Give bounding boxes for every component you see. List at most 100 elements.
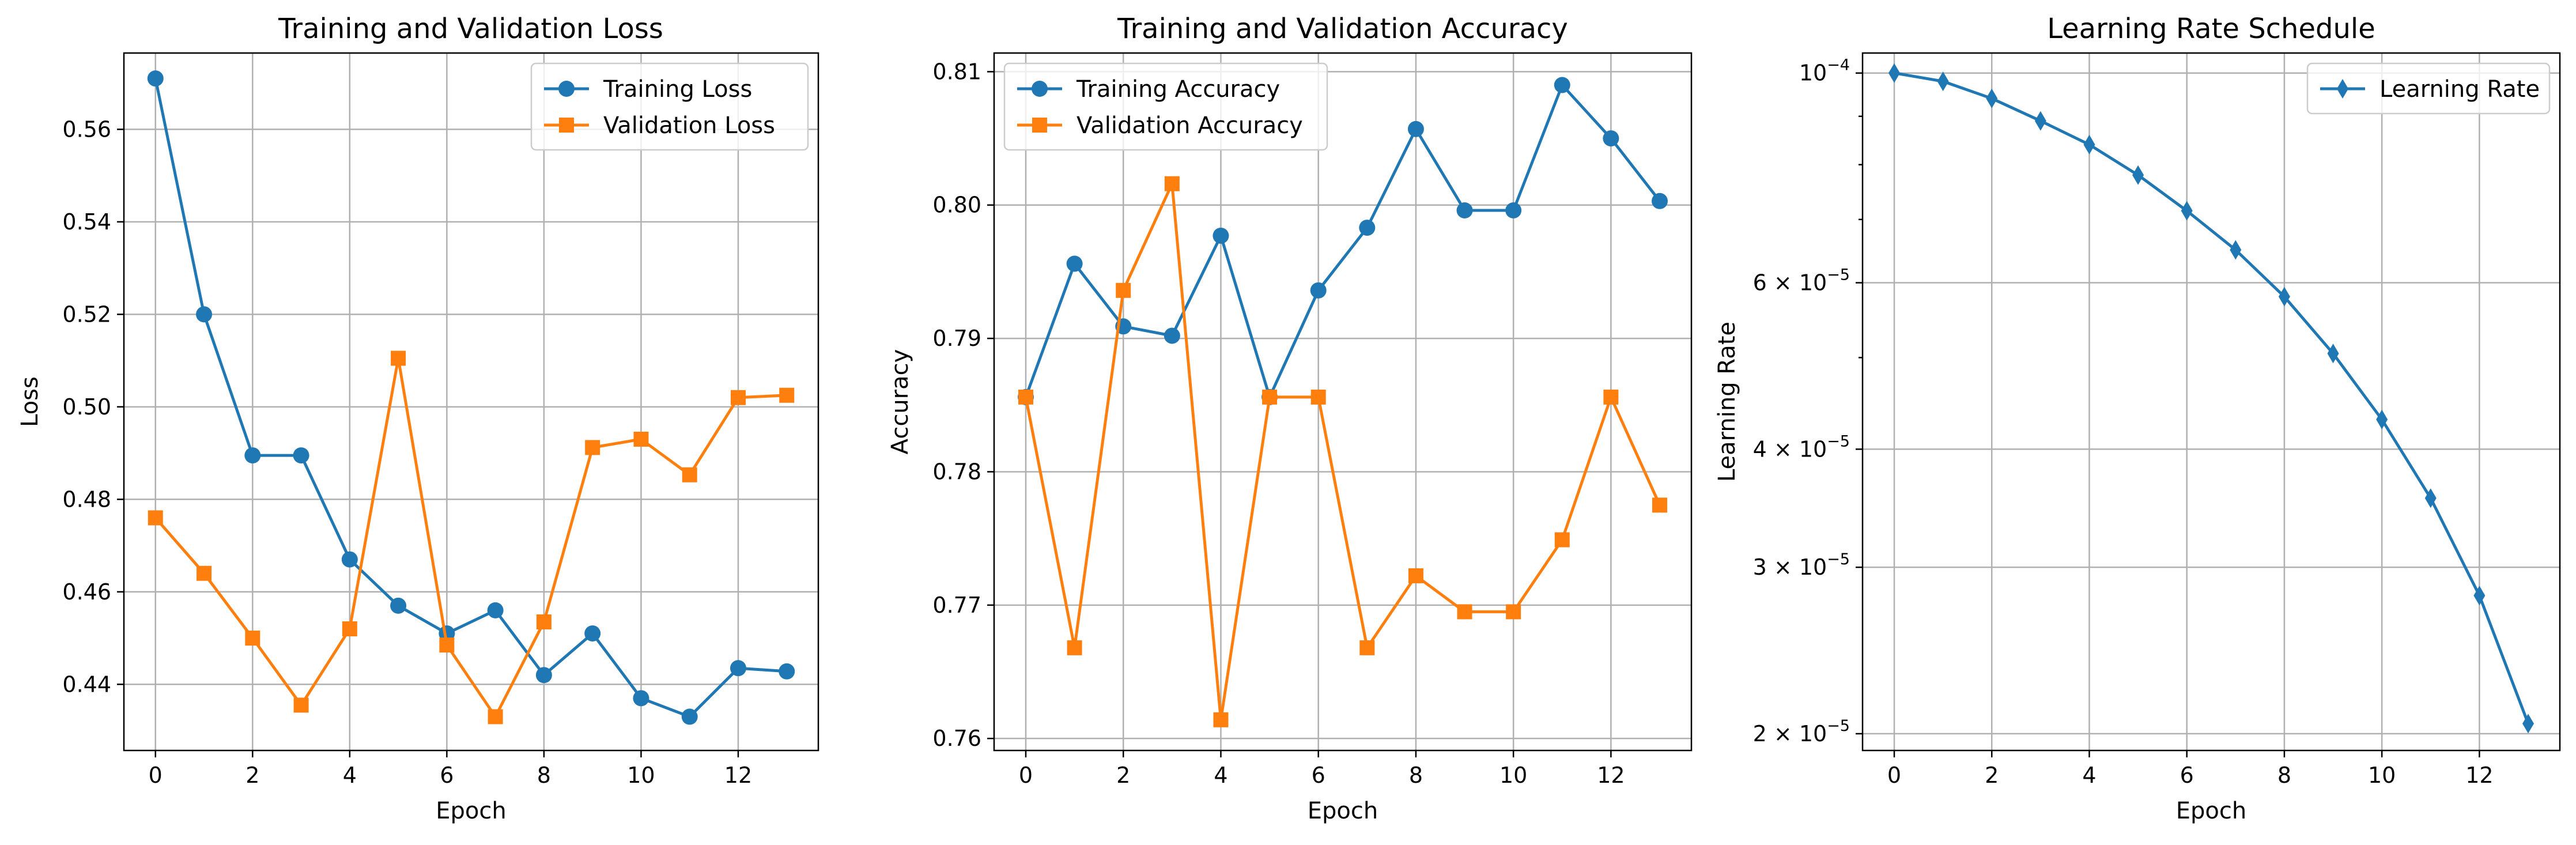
subplot-1: 0 2 4 6 8 10 12 0.44 0.46 0.48 0.50 0.52 0.54 0.56 Tra… [17, 13, 819, 824]
data-point [1310, 389, 1326, 405]
legend-label: Training Accuracy [1076, 76, 1280, 103]
legend-label: Training Loss [603, 76, 752, 103]
data-point [633, 690, 649, 707]
data-point [390, 597, 407, 614]
x-tick-label: 2 [1116, 763, 1130, 788]
data-point [1018, 389, 1033, 405]
y-tick-label: 4 × 10−5 [1753, 432, 1850, 462]
data-point [1407, 120, 1424, 137]
x-tick-label: 0 [1019, 763, 1033, 788]
x-tick-label: 10 [1499, 763, 1527, 788]
y-tick-label: 0.50 [62, 394, 111, 420]
x-tick-label: 8 [537, 763, 551, 788]
y-tick-label: 0.52 [62, 301, 111, 327]
grid [124, 53, 818, 750]
data-point [584, 625, 601, 642]
data-point [779, 387, 795, 403]
y-axis-label: Learning Rate [1714, 322, 1740, 482]
data-point [342, 621, 357, 636]
legend: Training Accuracy Validation Accuracy [1003, 62, 1328, 151]
grid [1863, 53, 2560, 750]
x-tick-label: 12 [724, 763, 752, 788]
y-tick-label: 0.78 [932, 459, 981, 484]
data-point [2132, 165, 2144, 185]
grid [994, 53, 1691, 750]
data-point [2376, 409, 2388, 429]
x-tick-label: 8 [1409, 763, 1423, 788]
data-point [197, 565, 212, 581]
data-point [1116, 282, 1131, 298]
chart-title: Training and Validation Accuracy [1117, 13, 1568, 45]
data-point [1262, 389, 1278, 405]
data-point [1067, 640, 1082, 655]
legend: Learning Rate [2306, 62, 2551, 115]
x-tick-label: 12 [1597, 763, 1625, 788]
legend-marker [1032, 118, 1047, 133]
data-point [439, 637, 455, 653]
data-point [1310, 282, 1327, 299]
data-point [1506, 604, 1521, 620]
legend-marker [558, 81, 575, 97]
y-axis-label: Loss [17, 376, 43, 427]
chart-title: Training and Validation Loss [278, 13, 663, 45]
data-point [2083, 134, 2095, 154]
axes-frame [993, 52, 1693, 752]
data-point [196, 306, 213, 323]
y-axis-label: Accuracy [887, 349, 913, 455]
data-point [245, 631, 260, 646]
x-tick-label: 4 [2082, 763, 2096, 788]
data-point [1213, 712, 1229, 727]
x-tick-label: 4 [1214, 763, 1227, 788]
data-point [1652, 193, 1668, 209]
data-point [2181, 201, 2193, 221]
x-tick-label: 8 [2277, 763, 2291, 788]
data-point [681, 708, 698, 725]
data-point [535, 667, 552, 684]
data-point [1986, 88, 1998, 108]
data-point [148, 510, 163, 526]
y-tick-label: 3 × 10−5 [1753, 550, 1850, 580]
x-tick-label: 6 [2180, 763, 2194, 788]
x-tick-label: 6 [1312, 763, 1325, 788]
series-line-1 [1024, 84, 1661, 399]
series-line-2 [154, 357, 787, 718]
data-point [2034, 111, 2046, 131]
series-line-1 [154, 78, 787, 718]
x-tick-label: 0 [149, 763, 163, 788]
x-axis-label: Epoch [1308, 798, 1378, 824]
series-line-1 [1894, 71, 2530, 725]
data-point [730, 660, 746, 677]
y-tick-label: 0.76 [932, 726, 981, 751]
data-point [2278, 286, 2290, 307]
subplot-2: 0 2 4 6 8 10 12 0.76 0.77 0.78 0.79 0.80 0.81 Trainin… [887, 13, 1693, 824]
chart-title: Learning Rate Schedule [2047, 13, 2375, 45]
data-point [1888, 63, 1900, 83]
x-tick-label: 0 [1887, 763, 1901, 788]
y-tick-label: 0.79 [932, 326, 981, 351]
data-point [1408, 568, 1423, 583]
data-point [536, 614, 552, 629]
y-tick-label: 6 × 10−5 [1753, 266, 1850, 296]
data-point [2424, 488, 2437, 508]
legend-label: Learning Rate [2379, 76, 2540, 103]
y-tick-label: 0.81 [932, 59, 981, 84]
data-point [585, 440, 600, 455]
data-point [2230, 240, 2242, 260]
data-point [244, 447, 261, 464]
x-axis-label: Epoch [2176, 798, 2246, 824]
legend-marker [2337, 79, 2348, 99]
data-point [1937, 71, 1949, 92]
series-group [1888, 63, 2534, 734]
legend-box [530, 62, 809, 151]
x-tick-label: 2 [1985, 763, 1999, 788]
data-point [1164, 327, 1180, 344]
y-tick-label: 0.44 [62, 672, 111, 697]
data-point [1359, 220, 1376, 236]
data-point [1457, 604, 1472, 620]
data-point [1554, 77, 1570, 93]
series-group [147, 70, 795, 725]
series-group [1018, 77, 1668, 727]
data-point [1456, 202, 1473, 219]
data-point [391, 350, 406, 366]
